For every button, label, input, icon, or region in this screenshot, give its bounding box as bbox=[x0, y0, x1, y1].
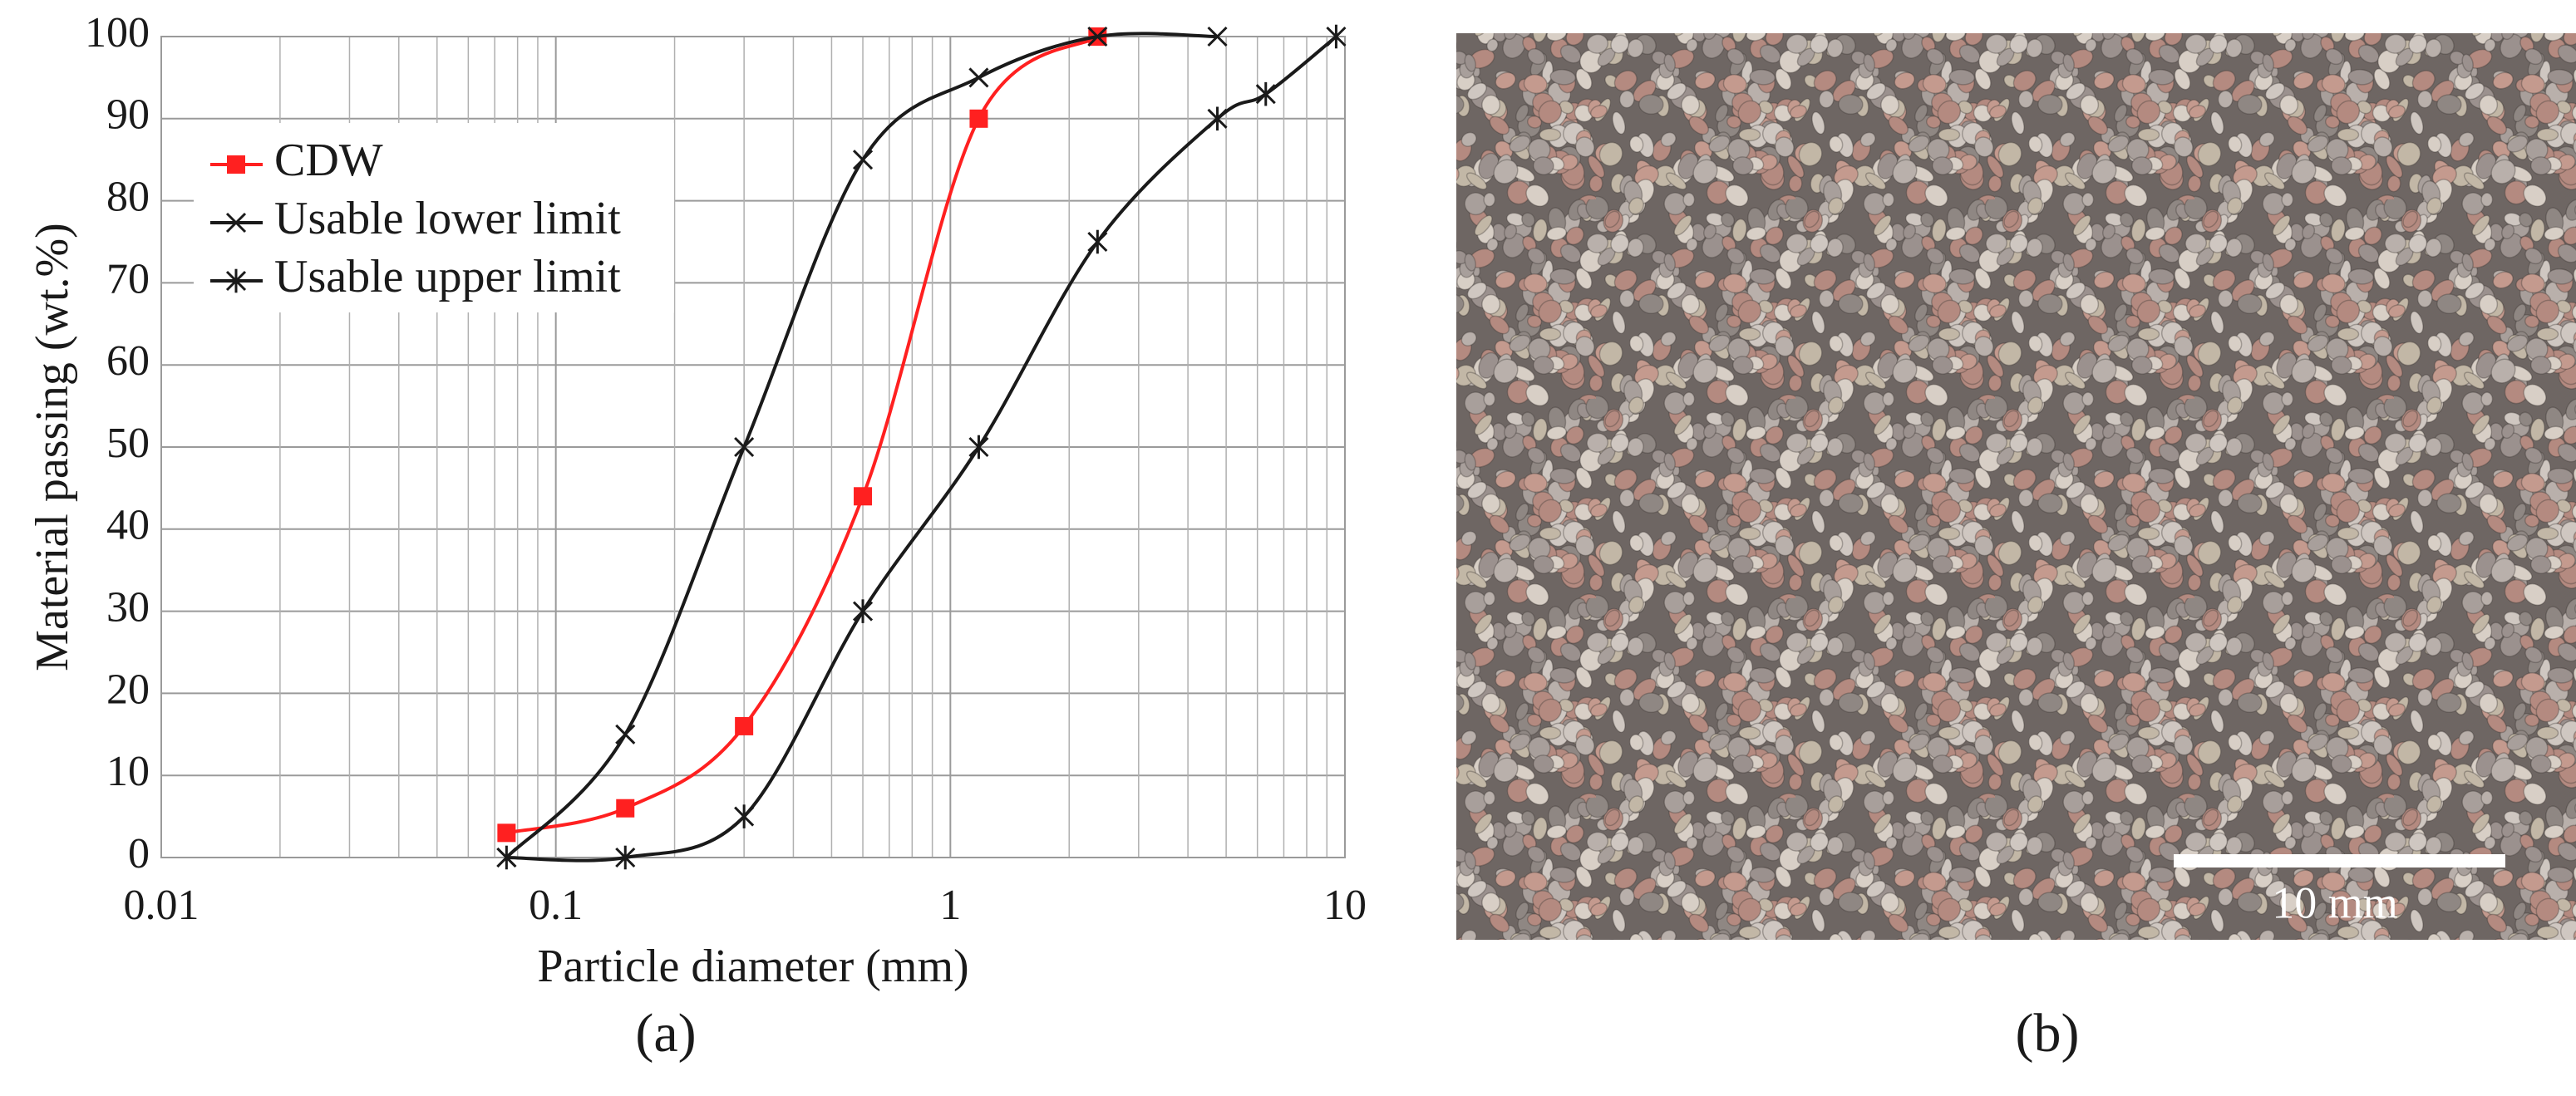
photo bbox=[1456, 33, 2576, 940]
y-tick-label: 30 bbox=[106, 584, 150, 632]
y-tick-label: 10 bbox=[106, 748, 150, 795]
marker bbox=[854, 487, 873, 506]
x-tick-label: 1 bbox=[939, 882, 961, 929]
legend-label: Usable upper limit bbox=[274, 251, 621, 302]
marker bbox=[497, 823, 516, 843]
marker-square bbox=[854, 487, 873, 506]
y-tick-label: 20 bbox=[106, 666, 150, 713]
y-tick-label: 0 bbox=[128, 830, 150, 877]
marker-square bbox=[616, 799, 635, 818]
x-axis-label: Particle diameter (mm) bbox=[537, 941, 968, 992]
marker-stroke bbox=[968, 67, 989, 88]
marker bbox=[225, 268, 247, 293]
scale-bar bbox=[2174, 854, 2505, 867]
y-axis-label: Material passing (wt.%) bbox=[27, 223, 78, 671]
plot-area bbox=[160, 24, 1347, 870]
marker bbox=[968, 67, 989, 88]
marker-stroke bbox=[225, 212, 247, 233]
x-tick-label: 10 bbox=[1323, 882, 1367, 929]
marker-square bbox=[735, 716, 754, 735]
marker-stroke bbox=[734, 436, 755, 458]
marker bbox=[1255, 81, 1276, 106]
marker bbox=[1207, 26, 1228, 47]
legend: CDW Usable lower limit Usable upper limit bbox=[194, 123, 674, 312]
marker bbox=[615, 724, 636, 745]
x-tick-label: 0.1 bbox=[529, 882, 583, 929]
marker-stroke bbox=[615, 724, 636, 745]
marker bbox=[969, 109, 988, 128]
series-line bbox=[506, 35, 1337, 863]
y-tick-label: 60 bbox=[106, 337, 150, 385]
y-tick-label: 100 bbox=[85, 9, 150, 57]
marker bbox=[227, 155, 245, 174]
y-tick-label: 50 bbox=[106, 420, 150, 467]
marker-stroke bbox=[1087, 26, 1108, 47]
y-tick-label: 80 bbox=[106, 174, 150, 221]
legend-label: CDW bbox=[274, 135, 383, 186]
marker bbox=[735, 716, 754, 735]
marker-stroke bbox=[852, 150, 874, 170]
marker bbox=[968, 435, 989, 460]
y-tick-label: 90 bbox=[106, 91, 150, 139]
scale-bar-label: 10 mm bbox=[2272, 877, 2398, 927]
y-tick-label: 70 bbox=[106, 255, 150, 302]
legend-box bbox=[194, 123, 674, 312]
marker bbox=[616, 799, 635, 818]
marker bbox=[734, 804, 755, 828]
panel-label: (a) bbox=[635, 1003, 696, 1064]
x-tick-label: 0.01 bbox=[124, 882, 199, 929]
marker bbox=[734, 436, 755, 458]
plot-frame bbox=[160, 36, 1346, 858]
marker bbox=[615, 845, 636, 870]
marker bbox=[496, 845, 517, 870]
legend-label: Usable lower limit bbox=[274, 193, 621, 244]
marker bbox=[1207, 106, 1228, 131]
marker-stroke bbox=[1207, 26, 1228, 47]
marker-square bbox=[969, 109, 988, 128]
marker-square bbox=[497, 823, 516, 843]
marker bbox=[852, 599, 874, 623]
y-tick-label: 40 bbox=[106, 502, 150, 549]
marker bbox=[1087, 26, 1108, 47]
marker bbox=[225, 212, 247, 233]
marker bbox=[1087, 229, 1108, 254]
marker bbox=[852, 150, 874, 170]
marker bbox=[1326, 24, 1347, 49]
panel-label: (b) bbox=[2016, 1003, 2080, 1064]
marker-square bbox=[227, 155, 245, 174]
